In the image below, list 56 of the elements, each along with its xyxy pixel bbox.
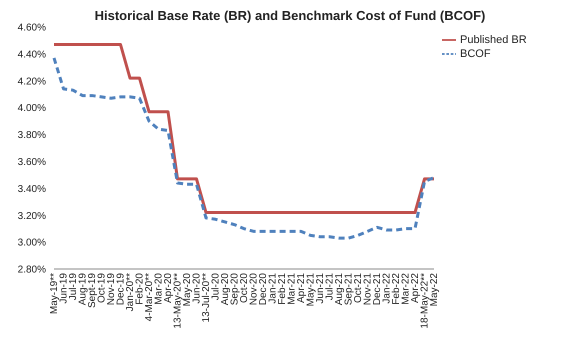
y-tick-label: 4.60% [18,22,46,34]
x-tick-label: Apr-20 [163,272,174,304]
x-tick-label: Oct-19 [96,272,108,304]
x-tick-label: Dec-21 [372,272,384,306]
x-tick-label: Apr-22 [410,272,422,304]
x-tick-label: Dec-19 [116,272,127,306]
chart-title: Historical Base Rate (BR) and Benchmark Cost of Fund (BCOF) [94,8,486,23]
x-tick-label: Feb-21 [277,272,288,305]
y-tick-label: 3.60% [18,156,46,168]
y-tick-label: 4.20% [18,76,46,88]
x-tick-label: May-19** [49,272,60,314]
x-tick-label: Aug-20 [220,272,232,306]
y-tick-label: 2.80% [18,264,46,276]
x-tick-label: Oct-21 [353,272,364,304]
legend-label: Published BR [460,34,527,46]
x-tick-label: Aug-19 [78,272,89,306]
x-tick-label: Nov-20 [248,272,260,306]
x-tick-label: Nov-19 [106,272,118,306]
x-tick-label: Sept-19 [87,272,98,308]
x-tick-label: Dec-20 [258,272,270,306]
x-tick-label: Jun-21 [315,272,326,304]
x-tick-label: Jul-21 [324,272,336,300]
legend-label: BCOF [460,48,491,60]
line-series [52,42,436,214]
y-tick-label: 3.00% [18,238,46,249]
y-tick-label: 3.80% [18,130,46,142]
x-tick-label: May-22 [429,272,440,306]
x-tick-label: 13-Jul-20** [201,272,212,322]
y-tick-label: 4.00% [18,103,46,114]
x-tick-label: May-20 [182,272,194,306]
x-tick-label: Sep-20 [230,272,241,306]
x-tick-label: Oct-20 [239,272,250,304]
x-tick-label: Jun-20 [192,272,203,304]
x-tick-label: Jan-22 [382,272,393,304]
x-tick-label: Apr-21 [296,272,308,304]
x-tick-label: Jan-20** [125,272,136,312]
x-tick-label: Mar-21 [286,272,298,305]
x-tick-label: Sep-21 [344,272,355,306]
x-tick-label: Nov-21 [362,272,374,306]
x-tick-label: Feb-20 [134,272,146,305]
x-tick-label: Mar-20 [154,272,165,305]
x-tick-label: Jul-20 [210,272,222,300]
x-tick-label: 4-Mar-20** [144,272,156,322]
x-tick-label: Jun-19 [58,272,70,304]
x-tick-label: Aug-21 [334,272,346,306]
x-tick-label: 13-May-20** [172,272,184,329]
y-tick-label: 3.40% [18,184,46,195]
x-tick-label: Feb-22 [391,272,402,305]
x-tick-label: Mar-22 [400,272,412,305]
y-tick-label: 4.40% [18,49,46,60]
line-series [52,56,436,240]
y-tick-label: 3.20% [18,210,46,222]
x-tick-label: Jul-19 [68,272,80,300]
x-tick-label: May-21 [306,272,317,306]
x-tick-label: 18-May-22** [420,272,431,329]
x-tick-label: Jan-21 [268,272,279,304]
